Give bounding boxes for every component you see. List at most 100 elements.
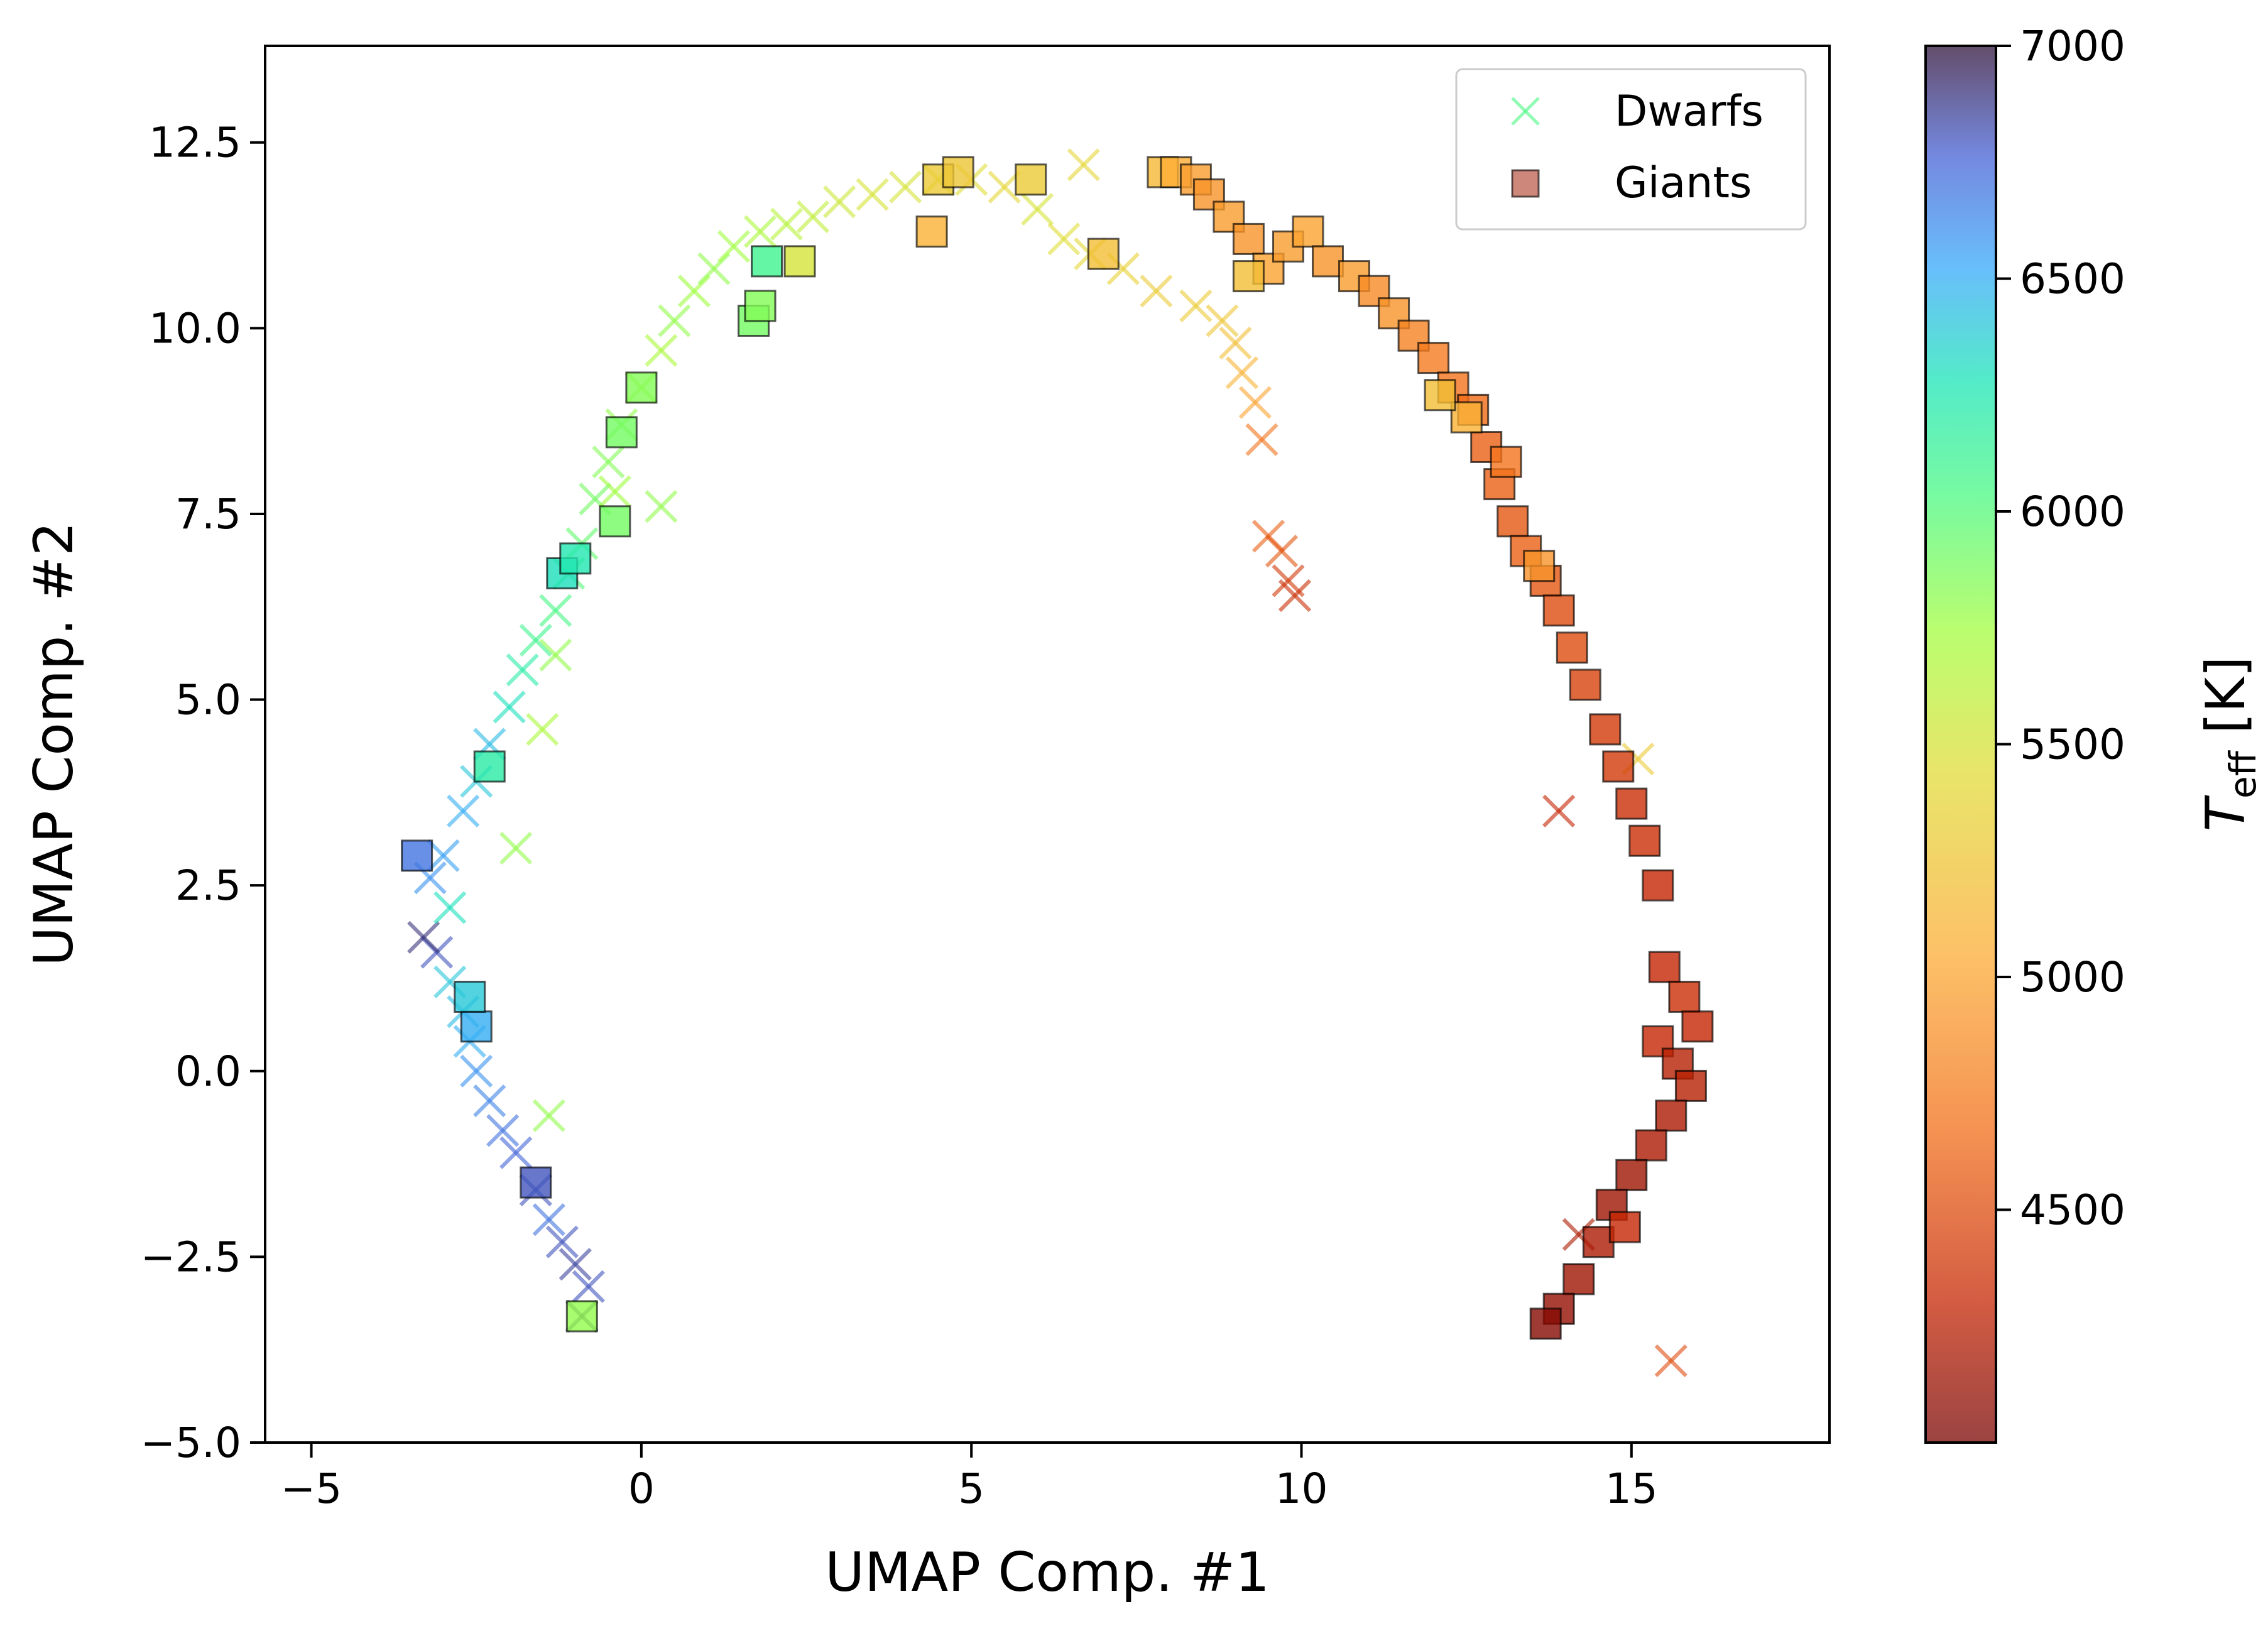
y-tick-label: 7.5 (175, 490, 241, 538)
x-tick-label: 10 (1275, 1465, 1328, 1513)
dwarf-point (559, 1248, 592, 1281)
giant-point (1562, 1263, 1595, 1296)
giant-point (473, 750, 506, 783)
dwarf-point (645, 489, 678, 523)
colorbar-tick-label: 5500 (2020, 721, 2125, 769)
dwarf-point (473, 1084, 506, 1118)
giant-point (1523, 550, 1556, 582)
colorbar-tick-label: 6500 (2020, 255, 2125, 303)
giant-point (942, 156, 974, 188)
legend-box (1455, 68, 1807, 231)
dwarf-point (888, 170, 922, 204)
giant-point (1628, 824, 1661, 857)
giant-point (1674, 1069, 1707, 1102)
giant-point (1490, 445, 1522, 478)
legend-giants-label: Giants (1615, 158, 1752, 208)
x-tick-label: 5 (958, 1465, 984, 1513)
giant-point (1542, 594, 1575, 627)
dwarf-point (539, 594, 572, 627)
x-tick-label: 0 (628, 1465, 655, 1513)
dwarf-point (1206, 304, 1239, 337)
x-axis-ticks: −5 0 5 10 15 (281, 1443, 1658, 1513)
giant-point (1497, 505, 1529, 538)
colorbar-label: Teff [K] (2194, 656, 2264, 831)
giant-point (1615, 787, 1648, 820)
dwarf-point (460, 1054, 493, 1088)
giant-point (1015, 163, 1047, 196)
giant-point (751, 245, 783, 278)
y-tick-label: −2.5 (141, 1233, 241, 1281)
dwarf-point (506, 653, 539, 687)
giant-point (1642, 869, 1674, 902)
dwarf-point (499, 1136, 533, 1169)
dwarf-point (427, 839, 460, 873)
giant-point (1582, 1226, 1615, 1258)
giant-point (1681, 1010, 1714, 1043)
colorbar-gradient (1924, 45, 1997, 1444)
y-axis-ticks: −5.0 −2.5 0.0 2.5 5.0 7.5 10.0 12.5 (141, 119, 265, 1467)
dwarf-point (519, 623, 552, 657)
giant-point (1312, 245, 1344, 278)
dwarf-point (1225, 356, 1259, 390)
giant-point (1608, 1211, 1641, 1243)
giant-point (1424, 379, 1456, 412)
y-axis-label: UMAP Comp. #2 (23, 521, 85, 966)
dwarf-point (532, 1099, 565, 1132)
giant-point (605, 416, 638, 449)
dwarf-point (526, 712, 559, 746)
dwarf-point (645, 334, 678, 367)
y-tick-label: 2.5 (175, 861, 241, 910)
giant-point (401, 839, 433, 872)
dwarf-point (1265, 534, 1299, 568)
x-axis-label: UMAP Comp. #1 (825, 1541, 1270, 1604)
dwarf-point (1238, 386, 1272, 419)
y-tick-label: 12.5 (149, 119, 241, 167)
giant-point (1569, 668, 1601, 701)
giant-point (460, 1010, 493, 1043)
dwarf-point (770, 207, 804, 241)
giant-point (1655, 1099, 1687, 1132)
dwarf-point (822, 185, 856, 219)
giant-point (1232, 260, 1265, 293)
colorbar-tick-label: 6000 (2020, 488, 2125, 536)
giant-point (454, 981, 486, 1013)
giant-point (1417, 342, 1450, 374)
giant-point (1589, 713, 1622, 746)
dwarf-point (796, 200, 830, 234)
giant-point (559, 542, 592, 575)
dwarf-point (539, 638, 572, 672)
series-dwarfs (407, 148, 1687, 1378)
dwarf-point (433, 891, 467, 924)
giant-point (744, 290, 777, 322)
dwarf-point (592, 445, 625, 479)
giant-point (1615, 1159, 1648, 1191)
dwarf-point (1654, 1344, 1687, 1378)
giant-point (1450, 401, 1483, 434)
data-points (401, 148, 1714, 1378)
dwarf-point (1067, 148, 1100, 182)
dwarf-point (1245, 423, 1278, 456)
dwarf-point (532, 1203, 565, 1236)
dwarf-point (499, 831, 533, 865)
giant-point (915, 216, 948, 248)
colorbar-ticks: 4500 5000 5500 6000 6500 7000 (1996, 22, 2125, 1235)
colorbar: 4500 5000 5500 6000 6500 7000 Teff [K] (1924, 22, 2264, 1444)
legend-giants-marker (1511, 169, 1540, 198)
giant-point (1292, 216, 1324, 248)
giant-point (520, 1166, 552, 1199)
colorbar-tick-label: 7000 (2020, 22, 2125, 70)
y-tick-label: 10.0 (149, 304, 241, 352)
giant-point (1232, 222, 1265, 255)
giant-point (1648, 951, 1681, 983)
dwarf-point (1047, 222, 1081, 256)
giant-point (1602, 750, 1635, 783)
giant-point (1529, 1307, 1562, 1340)
dwarf-point (658, 304, 691, 337)
dwarf-point (1278, 579, 1312, 613)
legend-dwarfs-label: Dwarfs (1615, 87, 1764, 136)
giant-point (1556, 631, 1588, 664)
dwarf-point (743, 215, 777, 248)
dwarf-point (1219, 326, 1252, 360)
dwarf-point (407, 920, 440, 954)
dwarf-point (1021, 192, 1054, 226)
